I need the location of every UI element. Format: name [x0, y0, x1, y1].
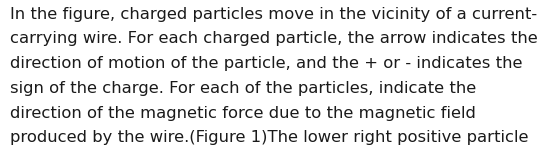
- Text: direction of motion of the particle, and the + or - indicates the: direction of motion of the particle, and…: [10, 56, 522, 71]
- Text: direction of the magnetic force due to the magnetic field: direction of the magnetic force due to t…: [10, 106, 476, 121]
- Text: sign of the charge. For each of the particles, indicate the: sign of the charge. For each of the part…: [10, 81, 477, 96]
- Text: In the figure, charged particles move in the vicinity of a current-: In the figure, charged particles move in…: [10, 7, 537, 22]
- Text: produced by the wire.(Figure 1)The lower right positive particle: produced by the wire.(Figure 1)The lower…: [10, 130, 528, 145]
- Text: carrying wire. For each charged particle, the arrow indicates the: carrying wire. For each charged particle…: [10, 31, 538, 46]
